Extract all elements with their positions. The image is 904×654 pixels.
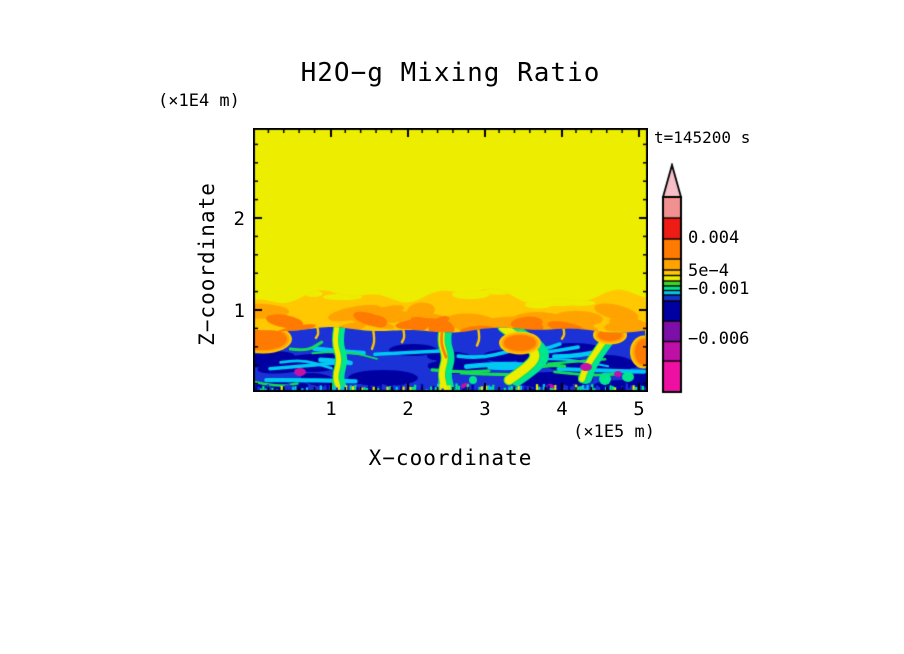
x-tick-label-1: 1 xyxy=(325,398,337,420)
colorbar-label-1: 5e−4 xyxy=(688,261,729,281)
colorbar xyxy=(660,163,684,395)
page-title: H2O−g Mixing Ratio xyxy=(300,58,601,88)
x-tick-label-3: 3 xyxy=(479,398,491,420)
x-axis-units-label: (×1E5 m) xyxy=(573,422,655,442)
x-tick-label-2: 2 xyxy=(402,398,414,420)
x-tick-label-4: 4 xyxy=(556,398,568,420)
y-tick-label-1: 1 xyxy=(233,300,245,322)
x-tick-label-5: 5 xyxy=(633,398,645,420)
x-axis-label: X−coordinate xyxy=(368,446,533,470)
contour-plot-canvas xyxy=(253,128,648,392)
y-tick-label-2: 2 xyxy=(233,208,245,230)
y-axis-units-label: (×1E4 m) xyxy=(158,91,240,111)
y-axis-label: Z−coordinate xyxy=(195,182,219,346)
time-annotation: t=145200 s xyxy=(654,128,751,147)
colorbar-label-0: 0.004 xyxy=(688,228,740,248)
colorbar-label-2: −0.001 xyxy=(688,279,750,299)
colorbar-label-3: −0.006 xyxy=(688,329,750,349)
